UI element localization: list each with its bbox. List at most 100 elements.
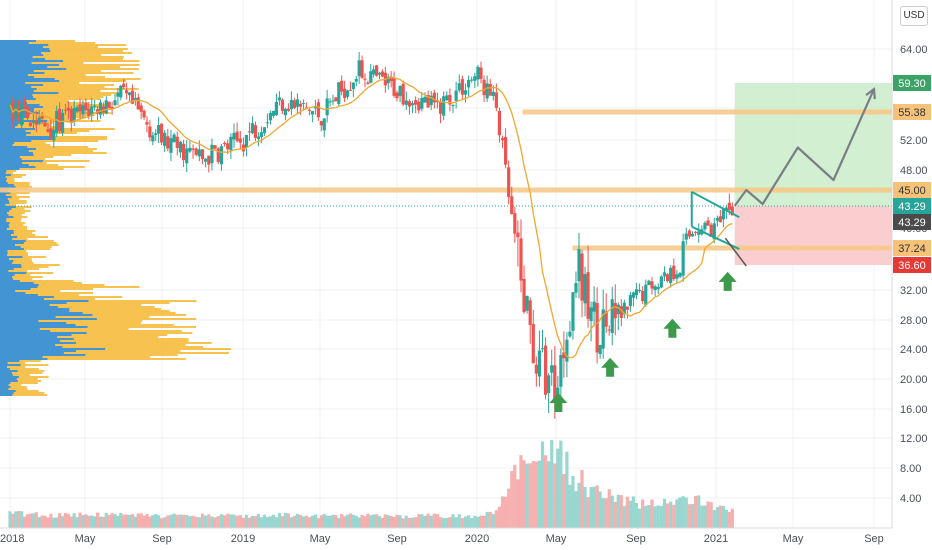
profile-bar-blue bbox=[0, 222, 10, 224]
candle-body bbox=[491, 91, 495, 97]
profile-bar bbox=[0, 74, 86, 76]
profile-bar-blue bbox=[0, 260, 14, 262]
volume-bar bbox=[304, 515, 308, 528]
candle-body bbox=[213, 145, 217, 149]
profile-bar-blue bbox=[0, 200, 9, 202]
volume-bar bbox=[616, 494, 620, 528]
profile-bar bbox=[0, 42, 96, 44]
profile-bar-blue bbox=[0, 160, 44, 162]
profile-bar-blue bbox=[0, 354, 86, 356]
volume-bar bbox=[665, 503, 670, 528]
profile-bar-blue bbox=[0, 280, 20, 282]
profile-bar bbox=[0, 44, 127, 46]
candle-body bbox=[175, 136, 179, 148]
profile-bar bbox=[0, 302, 170, 304]
profile-bar-blue bbox=[0, 202, 10, 204]
profile-bar bbox=[0, 386, 27, 388]
price-tick-label: 4.00 bbox=[900, 493, 921, 505]
candle-body bbox=[142, 110, 146, 118]
time-tick-label: May bbox=[783, 533, 804, 545]
profile-bar bbox=[0, 258, 32, 260]
profile-bar bbox=[0, 180, 15, 182]
price-tick-label: 8.00 bbox=[900, 463, 921, 475]
candle-body bbox=[721, 209, 725, 220]
profile-bar bbox=[0, 100, 69, 102]
volume-bar bbox=[565, 451, 569, 528]
profile-bar bbox=[0, 332, 193, 334]
candle-body bbox=[503, 137, 508, 165]
profile-bar bbox=[0, 144, 51, 146]
profile-bar bbox=[0, 284, 105, 286]
profile-bar bbox=[0, 222, 26, 224]
candle-body bbox=[463, 90, 468, 95]
volume-bar bbox=[72, 513, 76, 528]
volume-bar bbox=[259, 517, 264, 528]
volume-bar bbox=[547, 461, 551, 528]
profile-bar-blue bbox=[0, 98, 36, 100]
up-arrow-0 bbox=[549, 393, 568, 412]
candle-body bbox=[351, 82, 355, 90]
up-arrows bbox=[549, 271, 737, 412]
profile-bar-blue bbox=[0, 258, 9, 260]
profile-bar bbox=[0, 310, 170, 312]
candle-body bbox=[307, 109, 311, 111]
candle-body bbox=[497, 110, 502, 136]
price-tick-label: 12.00 bbox=[900, 433, 928, 445]
profile-bar bbox=[0, 324, 174, 326]
profile-bar bbox=[0, 94, 112, 96]
volume-bar bbox=[613, 501, 617, 528]
profile-bar-blue bbox=[0, 196, 12, 198]
candle-body bbox=[52, 129, 56, 141]
profile-bar-blue bbox=[0, 256, 23, 258]
profile-bar bbox=[0, 106, 106, 108]
volume-bar bbox=[435, 513, 440, 528]
profile-bar bbox=[0, 372, 43, 374]
candle-body bbox=[253, 125, 258, 138]
profile-bar bbox=[0, 218, 22, 220]
volume-bar bbox=[366, 513, 370, 528]
volume-bar bbox=[718, 505, 722, 528]
profile-bar bbox=[0, 166, 85, 168]
profile-bar bbox=[0, 174, 27, 176]
candle-body bbox=[706, 220, 710, 226]
profile-bar-blue bbox=[0, 276, 13, 278]
volume-bar bbox=[136, 513, 140, 528]
candle-body bbox=[369, 71, 373, 83]
profile-bar bbox=[0, 154, 72, 156]
profile-bar bbox=[0, 210, 31, 212]
profile-bar bbox=[0, 288, 94, 290]
profile-bar bbox=[0, 78, 141, 80]
candle-body bbox=[262, 127, 267, 134]
candle-body bbox=[136, 97, 140, 110]
currency-label[interactable]: USD bbox=[900, 6, 928, 26]
candle-body bbox=[238, 138, 242, 143]
profile-bar-blue bbox=[0, 144, 13, 146]
profile-bar-blue bbox=[0, 322, 67, 324]
candle-body bbox=[268, 112, 273, 121]
candle-body bbox=[334, 97, 338, 102]
profile-bar bbox=[0, 280, 74, 282]
profile-bar bbox=[0, 278, 33, 280]
profile-bar bbox=[0, 266, 49, 268]
price-tick-label: 24.00 bbox=[900, 344, 928, 356]
profile-bar-blue bbox=[0, 350, 76, 352]
candle-body bbox=[494, 92, 498, 108]
candle-body bbox=[625, 306, 629, 310]
profile-bar bbox=[0, 130, 90, 132]
candle-body bbox=[730, 206, 734, 216]
candle-body bbox=[727, 202, 731, 210]
candle-body bbox=[656, 287, 660, 290]
time-tick-label: 2021 bbox=[704, 533, 728, 545]
candle-body bbox=[429, 95, 433, 106]
candle-body bbox=[580, 253, 584, 301]
candle-body bbox=[130, 90, 135, 104]
volume-bar bbox=[334, 514, 338, 528]
profile-bar bbox=[0, 328, 129, 330]
volume-bar bbox=[550, 440, 554, 528]
time-axis[interactable]: 2018 May Sep 2019 May Sep 2020 May Sep 2021 May Sep bbox=[0, 527, 892, 545]
profile-bar bbox=[0, 110, 81, 112]
profile-bar bbox=[0, 86, 105, 88]
profile-bar bbox=[0, 70, 102, 72]
candle-body bbox=[687, 230, 691, 237]
